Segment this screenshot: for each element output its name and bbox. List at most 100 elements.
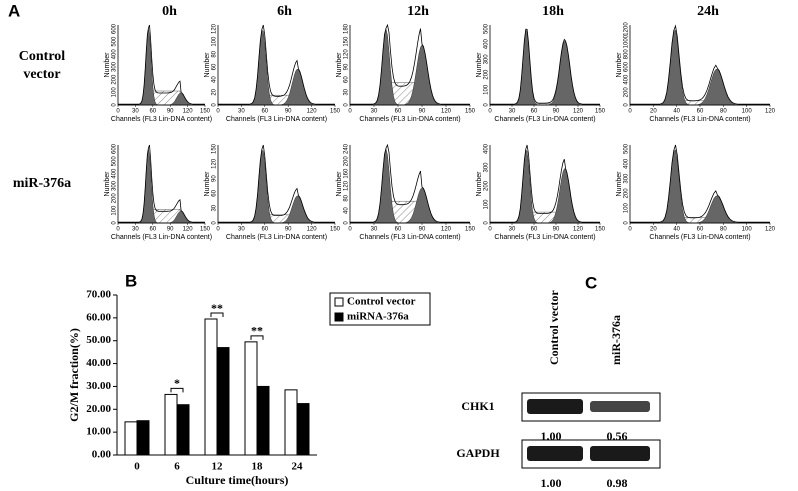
y-tick-label: 40 [344,207,350,214]
band-label: CHK1 [461,399,494,413]
x-tick-label: 0 [488,227,492,233]
x-tick-label: 90 [167,227,174,233]
histogram: 0 30 60 90 120 150 0 30 60 90 120 150 Number Channels… [204,143,341,241]
x-tick-label: 30 [132,109,139,115]
histogram: 0 30 60 90 120 150 0 30 60 90 120 150 180 Number Chann… [336,23,476,123]
y-tick-label: 400 [112,49,118,60]
bar [256,385,270,456]
y-axis-label: Number [104,171,111,197]
x-tick-label: 60 [531,227,538,233]
y-tick-label: 600 [624,61,630,72]
y-tick-label: 200 [624,87,630,98]
x-tick-label: 90 [553,109,560,115]
legend: Control vector miRNA-376a [329,292,431,326]
x-tick-label: 120 [441,109,452,115]
x-tick-label: 30 [509,227,516,233]
envelope [490,28,600,105]
x-tick-label: 30 [238,227,245,233]
x-tick-label: 120 [765,227,776,233]
y-tick-label: 200 [112,74,118,85]
x-tick-label: 120 [573,109,584,115]
legend-swatch [334,312,344,322]
histogram: 0 30 60 90 120 150 0 100 200 300 400 Number Channels… [476,143,606,241]
significance-bracket [170,387,184,393]
y-tick-label: 160 [344,168,350,179]
x-tick-label: 0 [628,109,632,115]
bar [176,404,190,456]
s-phase [218,214,335,224]
g1-peak [630,149,770,224]
x-tick-label: 0 [216,109,220,115]
histogram: 0 20 40 60 80 100 120020040060080010001200Numb… [616,22,776,123]
y-tick-label: 400 [112,168,118,179]
significance-mark: * [174,376,180,390]
histogram: 0 20 40 60 80 100 120 0 100 200 300 400 500 Number Cha… [616,143,776,241]
x-tick-label: 100 [742,109,753,115]
axes [489,145,600,224]
x-tick-label: 150 [465,227,476,233]
y-tick-label: 80 [344,194,350,201]
x-tick-label: 0 [116,227,120,233]
x-tick-label: 0 [134,461,140,473]
panel-label: C [585,273,597,292]
y-tick-label: 30.00 [86,380,111,392]
g1-peak [630,29,770,106]
y-tick-label: 150 [212,143,218,154]
x-tick-label: 60 [149,227,156,233]
y-tick-label: 150 [344,36,350,47]
axes [217,25,335,106]
x-tick-label: 90 [285,227,292,233]
column-header: 0h [162,4,177,19]
x-tick-label: 0 [488,109,492,115]
y-tick-label: 70.00 [86,289,111,301]
y-tick-label: 300 [484,162,490,173]
y-tick-label: 100 [484,199,490,210]
y-tick-label: 300 [112,61,118,72]
y-tick-label: 800 [624,49,630,60]
y-tick-label: 0 [624,103,630,107]
y-tick-label: 120 [344,180,350,191]
y-tick-label: 0 [484,103,490,107]
x-tick-label: 120 [183,227,194,233]
y-axis-label: Number [204,52,211,78]
g1-peak [490,29,600,106]
x-axis-label: Channels (FL3 Lin-DNA content) [111,116,212,123]
band-label: GAPDH [456,446,500,460]
y-tick-label: 100 [112,205,118,216]
histogram: 0 30 60 90 120 1500100200300400500600NumberCh… [104,143,212,241]
x-axis-label: Channels (FL3 Lin-DNA content) [649,116,750,123]
y-tick-label: 60 [212,63,218,70]
x-axis-label: Culture time(hours) [186,473,289,487]
x-tick-label: 90 [285,109,292,115]
histogram: 0 30 60 90 120 150 0 20 40 60 80 100 120 Number Channe… [204,23,341,123]
y-tick-label: 60.00 [86,311,111,323]
x-axis-label: Channels (FL3 Lin-DNA content) [494,116,595,123]
y-tick-label: 600 [112,23,118,34]
y-tick-label: 500 [624,143,630,154]
y-tick-label: 600 [112,143,118,154]
y-axis-label: Number [476,171,483,197]
band-value: 1.00 [541,429,562,443]
histogram: 0 30 60 90 120 1500100200300400500600NumberCh… [104,23,212,123]
y-tick-label: 0 [344,103,350,107]
y-tick-label: 40.00 [86,357,111,369]
y-tick-label: 500 [112,156,118,167]
x-tick-label: 60 [261,109,268,115]
y-tick-label: 500 [484,23,490,34]
y-tick-label: 30 [212,204,218,211]
y-axis-label: Number [616,171,623,197]
x-tick-label: 40 [673,109,680,115]
bar [124,421,138,456]
axes [489,25,600,106]
axes [217,145,335,224]
y-tick-label: 60 [212,189,218,196]
x-tick-label: 150 [200,227,211,233]
x-axis-label: Channels (FL3 Lin-DNA content) [226,234,327,241]
axes [629,25,770,106]
bar [244,341,258,456]
x-tick-label: 30 [371,109,378,115]
y-tick-label: 40 [212,76,218,83]
x-tick-label: 120 [765,109,776,115]
bar [216,347,230,456]
x-tick-label: 90 [553,227,560,233]
